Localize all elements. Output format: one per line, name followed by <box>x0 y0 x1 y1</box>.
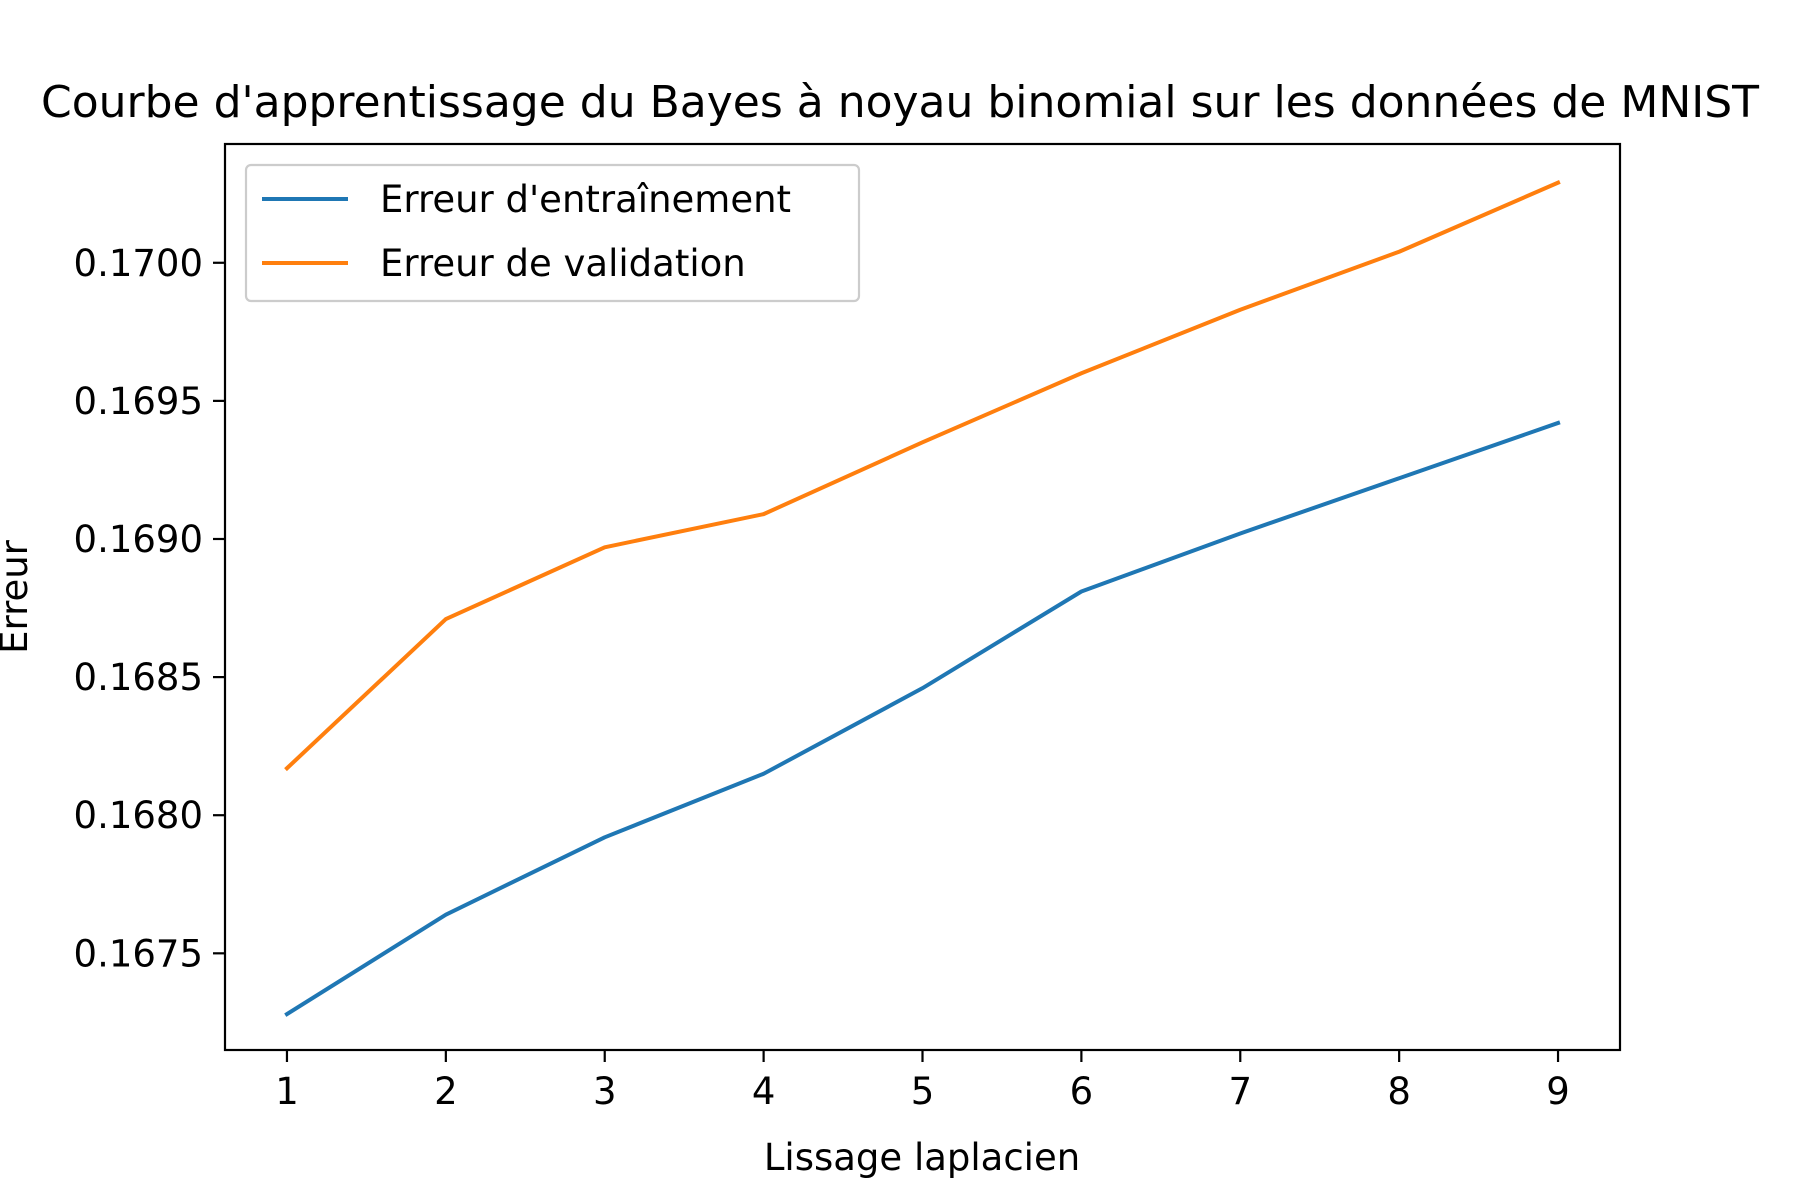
x-axis-label: Lissage laplacien <box>764 1136 1080 1179</box>
x-axis-ticks: 1 2 3 4 5 6 7 8 9 <box>275 1050 1570 1113</box>
legend-entries: Erreur d'entraînement Erreur de validatio… <box>262 178 791 285</box>
x-tick-label: 2 <box>434 1070 458 1113</box>
legend: Erreur d'entraînement Erreur de validatio… <box>244 163 861 303</box>
y-tick-label: 0.1695 <box>74 380 203 423</box>
series-line-2 <box>284 180 1561 772</box>
y-tick-label: 0.1685 <box>74 656 203 699</box>
x-tick-label: 7 <box>1228 1070 1252 1113</box>
y-axis-label: Erreur <box>0 539 36 654</box>
x-tick-label: 6 <box>1070 1070 1094 1113</box>
x-tick-label: 3 <box>593 1070 617 1113</box>
y-tick-label: 0.1675 <box>74 932 203 975</box>
x-tick-label: 9 <box>1546 1070 1570 1113</box>
x-tick-label: 8 <box>1387 1070 1411 1113</box>
chart-title: Courbe d'apprentissage du Bayes à noyau … <box>41 77 1759 128</box>
legend-label-1: Erreur d'entraînement <box>380 178 791 221</box>
y-tick-label: 0.1680 <box>74 794 203 837</box>
y-axis-ticks: 0.1675 0.1680 0.1685 0.1690 0.1695 0.1700 <box>74 242 225 975</box>
legend-box <box>244 163 861 303</box>
x-tick-label: 4 <box>752 1070 776 1113</box>
y-tick-label: 0.1700 <box>74 242 203 285</box>
x-tick-label: 1 <box>275 1070 299 1113</box>
series-line-1 <box>284 420 1561 1017</box>
y-tick-label: 0.1690 <box>74 518 203 561</box>
legend-label-2: Erreur de validation <box>380 242 746 285</box>
series-layer <box>284 180 1561 1017</box>
x-tick-label: 5 <box>911 1070 935 1113</box>
